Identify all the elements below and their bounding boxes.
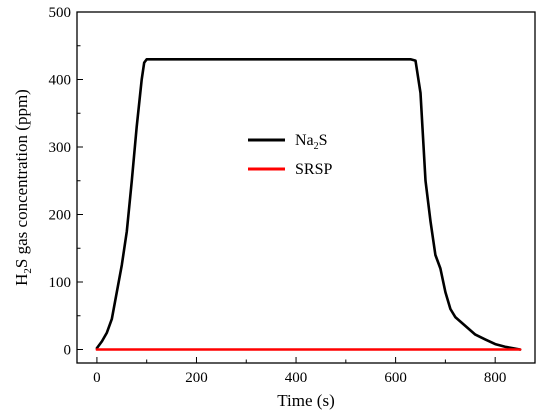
series-line-na2s xyxy=(95,57,522,351)
legend: Na2S SRSP xyxy=(248,132,332,178)
x-tick-label: 800 xyxy=(484,370,507,386)
x-axis-label: Time (s) xyxy=(277,391,334,410)
legend-label-subscript: 2 xyxy=(314,141,319,152)
y-tick-label: 200 xyxy=(49,208,72,224)
y-tick-label: 300 xyxy=(49,140,72,156)
legend-label-part: S xyxy=(319,132,328,149)
plot-frame-group xyxy=(76,11,536,364)
y-label-part: H xyxy=(12,274,31,286)
legend-label-srsp: SRSP xyxy=(295,161,332,178)
legend-label-part: SRSP xyxy=(295,161,332,178)
legend-label-na2s: Na2S xyxy=(295,132,328,152)
x-tick-label: 600 xyxy=(384,370,407,386)
y-tick-label: 400 xyxy=(49,73,72,89)
y-label-part: S gas concentration (ppm) xyxy=(12,89,31,268)
axis-ticks: 0 200 400 600 800 0 100 200 300 400 500 xyxy=(49,5,507,386)
y-tick-label: 0 xyxy=(64,343,72,359)
y-tick-label: 500 xyxy=(49,5,72,21)
x-tick-label: 400 xyxy=(285,370,308,386)
y-tick-label: 100 xyxy=(49,275,72,291)
x-tick-label: 200 xyxy=(185,370,208,386)
x-tick-label: 0 xyxy=(93,370,101,386)
legend-label-part: Na xyxy=(295,132,314,149)
axis-labels: Time (s) H2S gas concentration (ppm) xyxy=(12,89,335,410)
y-label-subscript: 2 xyxy=(22,268,34,274)
plot-frame xyxy=(76,11,536,364)
y-axis-label: H2S gas concentration (ppm) xyxy=(12,89,34,286)
series-layer xyxy=(95,57,522,351)
